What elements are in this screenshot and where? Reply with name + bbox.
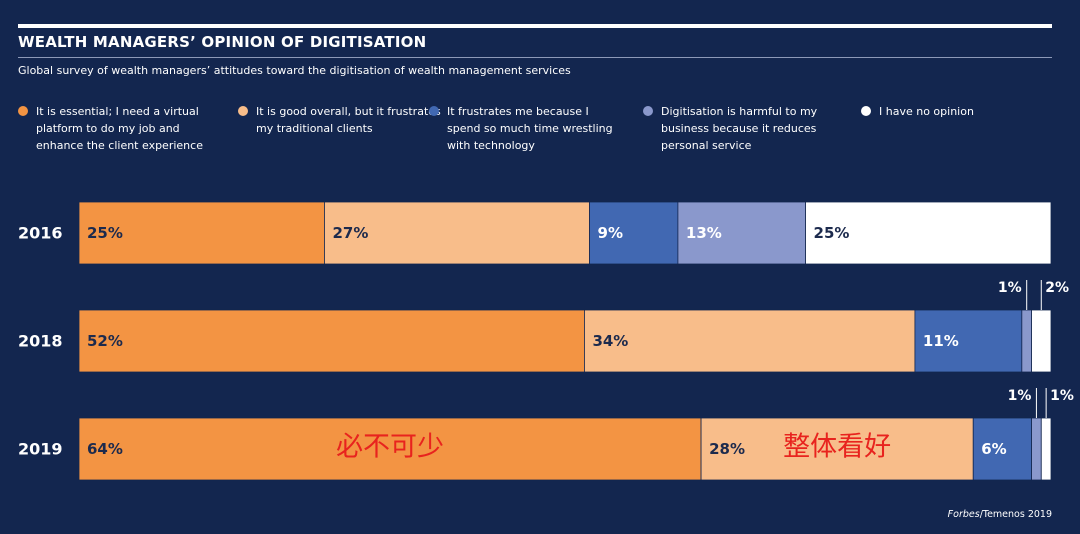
bar-2016-s1 (324, 201, 590, 265)
value-label-2016-s1: 27% (332, 224, 368, 242)
legend-dot-good-overall (238, 106, 248, 116)
value-label-2018-s1: 34% (592, 332, 628, 350)
value-label-2016-s0: 25% (87, 224, 123, 242)
bar-2016-s4 (805, 201, 1052, 265)
legend-dot-harmful (643, 106, 653, 116)
bar-2018-s4 (1031, 309, 1052, 373)
bar-2016-s0 (78, 201, 325, 265)
callout-label-2018-s3: 1% (998, 280, 1022, 296)
bar-2019-s1 (700, 417, 974, 481)
callout-label-2019-s3: 1% (1008, 388, 1032, 404)
callout-label-2018-s4: 2% (1045, 280, 1069, 296)
legend-dot-essential (18, 106, 28, 116)
legend-dot-frustrates (429, 106, 439, 116)
legend-label-essential: It is essential; I need a virtual platfo… (36, 105, 203, 152)
row-label-2019: 2019 (18, 440, 63, 459)
value-label-2016-s2: 9% (598, 224, 623, 242)
value-label-2018-s2: 11% (923, 332, 959, 350)
annotation-0: 必不可少 (336, 432, 444, 463)
chart-title: WEALTH MANAGERS’ OPINION OF DIGITISATION (18, 33, 427, 51)
legend-dot-no-opinion (861, 106, 871, 116)
top-rule (18, 24, 1052, 28)
bar-2018-s2 (914, 309, 1023, 373)
source-rest: /Temenos 2019 (979, 509, 1052, 520)
callout-label-2019-s4: 1% (1050, 388, 1074, 404)
row-label-2018: 2018 (18, 332, 63, 351)
legend-label-harmful: Digitisation is harmful to my business b… (661, 105, 818, 152)
value-label-2019-s1: 28% (709, 440, 745, 458)
value-label-2016-s4: 25% (814, 224, 850, 242)
bar-2019-s2 (972, 417, 1032, 481)
row-label-2016: 2016 (18, 224, 63, 243)
bar-2018-s3 (1021, 309, 1032, 373)
bar-2018-s1 (584, 309, 916, 373)
bar-2016-s3 (677, 201, 806, 265)
value-label-2018-s0: 52% (87, 332, 123, 350)
legend: It is essential; I need a virtual platfo… (18, 103, 1058, 163)
legend-label-good-overall: It is good overall, but it frustrates my… (256, 105, 441, 135)
bar-2019-s4 (1040, 417, 1052, 481)
value-label-2016-s3: 13% (686, 224, 722, 242)
annotation-1: 整体看好 (783, 432, 891, 463)
chart-subtitle: Global survey of wealth managers’ attitu… (18, 64, 571, 77)
legend-label-frustrates: It frustrates me because I spend so much… (447, 105, 613, 152)
bar-2018-s0 (78, 309, 585, 373)
source-publication: Forbes (947, 509, 980, 520)
title-rule (18, 57, 1052, 58)
value-label-2019-s2: 6% (981, 440, 1006, 458)
bar-2019-s0 (78, 417, 702, 481)
value-label-2019-s0: 64% (87, 440, 123, 458)
source-credit: Forbes/Temenos 2019 (948, 509, 1052, 520)
bar-2019-s3 (1031, 417, 1042, 481)
legend-label-no-opinion: I have no opinion (879, 105, 974, 118)
